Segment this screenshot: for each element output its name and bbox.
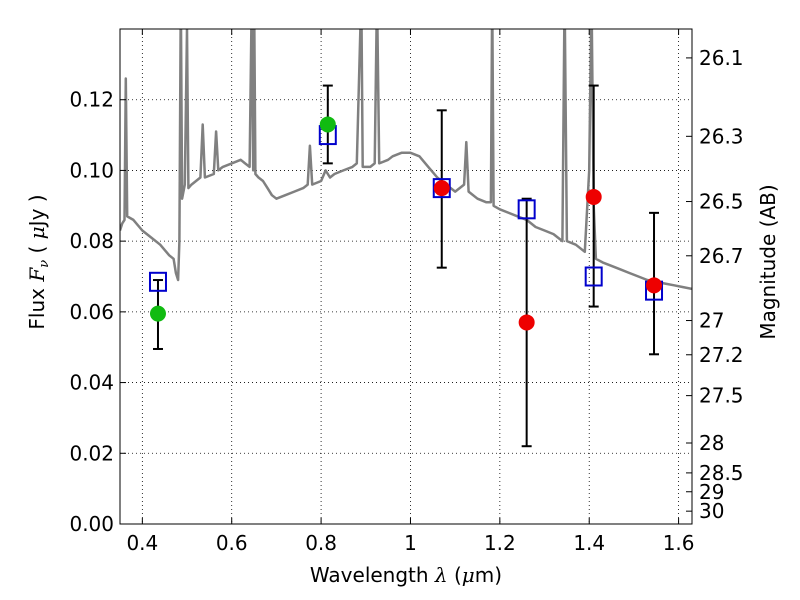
mag-tick-label: 28	[699, 431, 724, 455]
x-axis-title: Wavelength λ (μm)	[310, 563, 502, 587]
y-tick-label: 0.10	[69, 158, 114, 182]
x-tick-label: 1	[404, 531, 417, 555]
red-data-point	[518, 314, 535, 331]
x-tick-label: 0.4	[126, 531, 158, 555]
model-flux-square	[517, 199, 536, 220]
y-tick-label: 0.08	[69, 229, 114, 253]
y-tick-label: 0.00	[69, 512, 114, 536]
y-tick-label: 0.12	[69, 88, 114, 112]
mag-tick-label: 26.5	[699, 190, 744, 214]
mag-tick-label: 26.7	[699, 244, 744, 268]
axis-ticks: 0.4 0.6 0.8 1 1.2 1.4 1.6 0.00 0.02 0.04 0.06 0.08 0…	[69, 29, 744, 555]
green-data-point	[149, 305, 166, 322]
grid-lines	[120, 29, 692, 525]
x-tick-label: 0.6	[216, 531, 248, 555]
mag-tick-label: 29	[699, 480, 724, 504]
y-tick-label: 0.04	[69, 371, 114, 395]
y2-axis-title: Magnitude (AB)	[756, 184, 780, 339]
mag-tick-label: 27.2	[699, 343, 744, 367]
mag-tick-label: 28.5	[699, 461, 744, 485]
red-data-point	[585, 188, 602, 205]
model-flux-square	[584, 266, 603, 287]
mag-tick-label: 27	[699, 309, 724, 333]
x-tick-label: 1.2	[484, 531, 516, 555]
red-data-point	[433, 180, 450, 197]
y-tick-label: 0.06	[69, 300, 114, 324]
green-data-point	[319, 116, 336, 133]
x-tick-label: 1.6	[663, 531, 695, 555]
y-axis-title: Flux Fν ( μJy )	[25, 194, 52, 329]
x-tick-label: 0.8	[305, 531, 337, 555]
model-flux-square	[148, 271, 167, 292]
plot-area	[120, 29, 692, 448]
mag-tick-label: 30	[699, 499, 724, 523]
mag-tick-label: 26.3	[699, 124, 744, 148]
mag-tick-label: 26.1	[699, 46, 744, 70]
red-data-point	[646, 277, 663, 294]
y-tick-label: 0.02	[69, 441, 114, 465]
mag-tick-label: 27.5	[699, 384, 744, 408]
x-tick-label: 1.4	[573, 531, 605, 555]
plot-frame	[119, 28, 693, 525]
model-spectrum-line	[120, 29, 692, 291]
